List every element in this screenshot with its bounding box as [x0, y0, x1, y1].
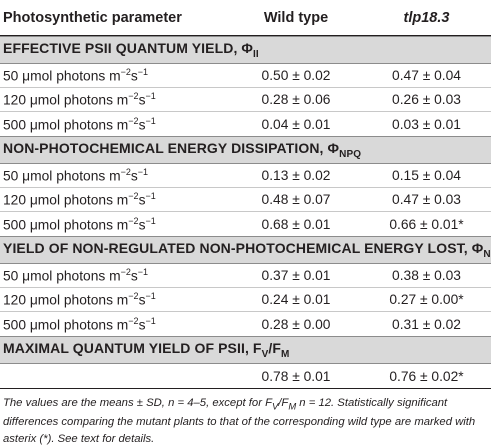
table-row: 500 μmol photons m−2s−1 0.68 ± 0.01 0.66…: [0, 212, 491, 236]
table-row: 500 μmol photons m−2s−1 0.28 ± 0.00 0.31…: [0, 312, 491, 336]
section-title: YIELD OF NON-REGULATED NON-PHOTOCHEMICAL…: [3, 240, 484, 257]
table-row: 120 μmol photons m−2s−1 0.28 ± 0.06 0.26…: [0, 88, 491, 112]
section-title-mid: /F: [268, 340, 282, 357]
section-title-sub: NO: [483, 248, 491, 260]
mutant-value: 0.03 ± 0.01: [392, 116, 461, 132]
wild-type-value: 0.78 ± 0.01: [261, 368, 331, 384]
section-effective-psii-yield: EFFECTIVE PSII QUANTUM YIELD, ΦII: [0, 36, 491, 64]
section-title: NON-PHOTOCHEMICAL ENERGY DISSIPATION, Φ: [3, 140, 340, 157]
row-label: 120 μmol photons m−2s−1: [3, 91, 156, 108]
mutant-value: 0.38 ± 0.03: [392, 268, 461, 283]
header-wild-type: Wild type: [263, 9, 329, 26]
table-footnote: The values are the means ± SD, n = 4–5, …: [3, 397, 476, 446]
header-mutant: tlp18.3: [403, 9, 450, 26]
mutant-value: 0.26 ± 0.03: [392, 92, 461, 107]
row-label: 500 μmol photons m−2s−1: [3, 215, 156, 233]
wild-type-value: 0.50 ± 0.02: [261, 68, 331, 83]
row-label: 500 μmol photons m−2s−1: [3, 315, 156, 333]
mutant-value: 0.76 ± 0.02*: [389, 368, 464, 384]
table-bottom-rule: [0, 388, 491, 389]
table-row: 0.78 ± 0.01 0.76 ± 0.02*: [0, 364, 491, 388]
wild-type-value: 0.28 ± 0.00: [261, 316, 331, 332]
section-title: EFFECTIVE PSII QUANTUM YIELD, Φ: [3, 40, 254, 57]
wild-type-value: 0.68 ± 0.01: [261, 216, 331, 232]
section-title-sub: II: [253, 48, 259, 60]
table-header: Photosynthetic parameter Wild type tlp18…: [0, 0, 491, 36]
row-label: 120 μmol photons m−2s−1: [3, 291, 156, 308]
header-parameter: Photosynthetic parameter: [3, 9, 182, 26]
wild-type-value: 0.24 ± 0.01: [261, 292, 331, 307]
table-row: 50 μmol photons m−2s−1 0.50 ± 0.02 0.47 …: [0, 64, 491, 88]
wild-type-value: 0.13 ± 0.02: [261, 168, 331, 183]
row-label: 50 μmol photons m−2s−1: [3, 267, 149, 284]
wild-type-value: 0.28 ± 0.06: [261, 92, 331, 107]
table-row: 120 μmol photons m−2s−1 0.48 ± 0.07 0.47…: [0, 188, 491, 212]
mutant-value: 0.47 ± 0.03: [392, 192, 461, 207]
mutant-value: 0.15 ± 0.04: [392, 168, 461, 183]
table-row: 500 μmol photons m−2s−1 0.04 ± 0.01 0.03…: [0, 112, 491, 136]
mutant-value: 0.47 ± 0.04: [392, 68, 461, 83]
mutant-value: 0.27 ± 0.00*: [389, 292, 464, 307]
section-title-sub: NPQ: [339, 148, 362, 160]
wild-type-value: 0.48 ± 0.07: [261, 192, 331, 207]
table-row: 120 μmol photons m−2s−1 0.24 ± 0.01 0.27…: [0, 288, 491, 312]
section-title: MAXIMAL QUANTUM YIELD OF PSII, F: [3, 340, 262, 357]
row-label: 500 μmol photons m−2s−1: [3, 115, 156, 133]
wild-type-value: 0.04 ± 0.01: [261, 116, 331, 132]
row-label: 50 μmol photons m−2s−1: [3, 67, 149, 84]
mutant-value: 0.66 ± 0.01*: [389, 216, 464, 232]
section-non-regulated-energy-lost: YIELD OF NON-REGULATED NON-PHOTOCHEMICAL…: [0, 236, 491, 264]
table-row: 50 μmol photons m−2s−1 0.37 ± 0.01 0.38 …: [0, 264, 491, 288]
table-row: 50 μmol photons m−2s−1 0.13 ± 0.02 0.15 …: [0, 164, 491, 188]
section-title-sub2: M: [281, 348, 290, 360]
wild-type-value: 0.37 ± 0.01: [261, 268, 331, 283]
section-title-sub: V: [261, 348, 269, 360]
section-maximal-quantum-yield: MAXIMAL QUANTUM YIELD OF PSII, FV/FM: [0, 336, 491, 364]
section-npq-dissipation: NON-PHOTOCHEMICAL ENERGY DISSIPATION, ΦN…: [0, 136, 491, 164]
row-label: 120 μmol photons m−2s−1: [3, 191, 156, 208]
mutant-value: 0.31 ± 0.02: [392, 316, 461, 332]
row-label: 50 μmol photons m−2s−1: [3, 167, 149, 184]
